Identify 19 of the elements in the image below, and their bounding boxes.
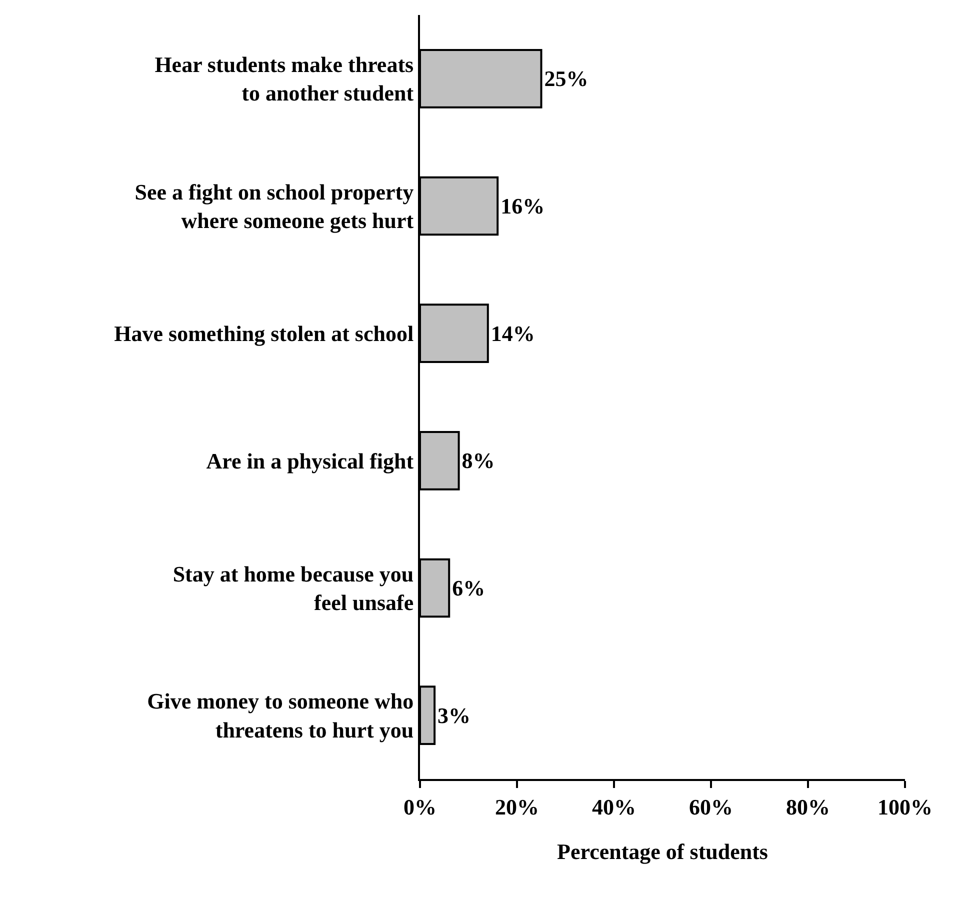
data-label: 14% xyxy=(490,320,535,346)
y-tick-label: Are in a physical fight xyxy=(206,448,414,474)
x-axis-title: Percentage of students xyxy=(557,838,768,864)
y-tick-label: Hear students make threats to another student xyxy=(154,52,414,106)
y-tick-label: See a fight on school property where someone gets hurt xyxy=(134,179,414,233)
x-tick-label: 100% xyxy=(878,794,932,820)
data-label: 6% xyxy=(452,576,486,600)
x-tick-label: 80% xyxy=(786,794,830,820)
data-label: 3% xyxy=(438,702,471,728)
y-tick-label: Have something stolen at school xyxy=(114,321,414,346)
data-label: 25% xyxy=(544,66,588,92)
x-tick-label: 40% xyxy=(592,794,636,820)
y-tick-label: Give money to someone who threatens to hurt you xyxy=(147,688,414,742)
data-label: 16% xyxy=(500,194,545,218)
x-tick-label: 60% xyxy=(689,794,733,820)
x-tick-label: 20% xyxy=(495,794,539,820)
x-tick-label: 0% xyxy=(404,794,436,820)
data-label: 8% xyxy=(462,448,495,474)
y-tick-label: Stay at home because you feel unsafe xyxy=(172,561,414,615)
